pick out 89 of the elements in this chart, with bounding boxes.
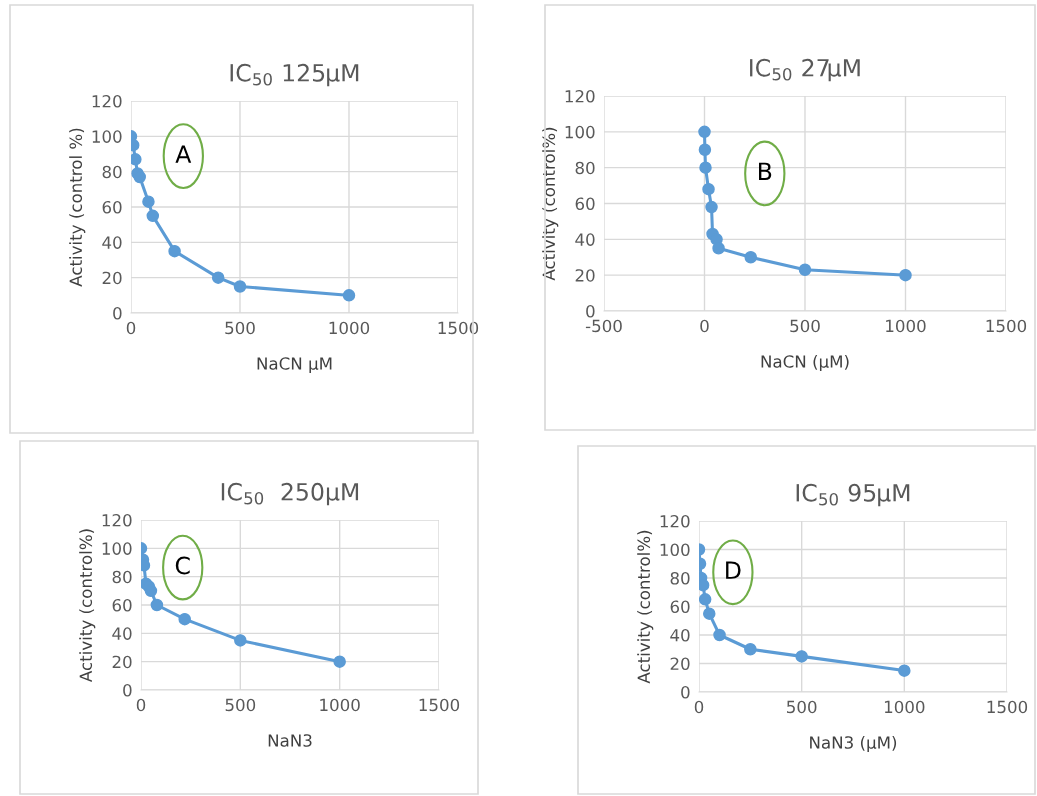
point	[233, 280, 247, 293]
y-tick-label: 0	[681, 685, 690, 699]
x-tick-label: 1000	[320, 698, 360, 712]
annotation: A	[175, 145, 192, 163]
y-tick-label: 20	[102, 271, 122, 285]
x-tick-label: 1000	[329, 321, 370, 335]
y-tick-label: 60	[102, 200, 122, 214]
y-tick-label: 40	[102, 236, 122, 249]
x-tick-label: 0	[694, 700, 704, 714]
x-tick-label: 1000	[886, 319, 926, 333]
point	[702, 182, 715, 196]
annotation: C	[175, 556, 190, 575]
y-tick-label: 80	[575, 161, 595, 175]
x-axis-title: NaN3 (µM)	[810, 735, 897, 753]
point	[146, 209, 160, 223]
point	[142, 195, 155, 208]
point	[744, 642, 757, 656]
point	[699, 593, 712, 606]
x-axis-title: NaCN µM	[257, 357, 332, 374]
x-tick-label: 500	[225, 698, 256, 712]
point	[211, 271, 225, 284]
y-tick-label: 120	[660, 514, 690, 528]
point	[705, 200, 718, 214]
x-tick-label: 1000	[884, 700, 925, 714]
x-tick-label: 500	[225, 321, 255, 335]
y-axis-title: Activity (control %)	[69, 128, 86, 287]
point	[342, 289, 356, 302]
x-tick-label: 500	[787, 700, 817, 714]
x-tick-label: 1500	[986, 319, 1027, 333]
y-tick-label: 40	[112, 627, 132, 640]
point	[798, 263, 812, 277]
y-tick-label: 80	[112, 570, 132, 584]
y-tick-label: 0	[123, 683, 132, 697]
chart-title: IC$_{50}$ 250µM	[221, 482, 359, 506]
y-tick-label: 100	[660, 543, 690, 557]
x-tick-label: 1500	[987, 700, 1028, 714]
y-axis-title: Activity (control%)	[637, 530, 654, 684]
point	[712, 242, 725, 255]
point	[898, 664, 911, 677]
y-tick-label: 20	[670, 657, 690, 671]
chart-title: IC$_{50}$ 125µM	[230, 63, 359, 87]
point	[713, 628, 726, 642]
annotation: B	[759, 162, 772, 180]
point	[698, 143, 712, 157]
y-tick-label: 120	[102, 513, 132, 527]
y-tick-label: 120	[92, 94, 122, 108]
y-tick-label: 0	[586, 304, 595, 318]
point	[178, 612, 191, 626]
x-tick-label: 1500	[419, 698, 460, 712]
y-tick-label: 100	[565, 125, 595, 139]
point	[131, 153, 142, 166]
y-axis-title: Activity (control%)	[542, 127, 559, 281]
y-tick-label: 60	[575, 197, 595, 211]
x-tick-label: 0	[136, 698, 146, 712]
y-tick-label: 120	[565, 89, 595, 103]
point	[168, 244, 181, 258]
chart-title: IC$_{50}$ 95µM	[796, 483, 910, 507]
point	[234, 634, 247, 647]
point	[699, 578, 710, 592]
y-tick-label: 20	[575, 269, 595, 282]
y-tick-label: 60	[112, 598, 132, 612]
y-tick-label: 40	[670, 628, 690, 642]
y-tick-label: 80	[670, 571, 690, 585]
y-tick-label: 40	[575, 233, 595, 246]
point	[698, 125, 711, 139]
x-tick-label: -500	[585, 319, 622, 333]
y-tick-label: 100	[92, 130, 122, 143]
point	[744, 250, 757, 264]
x-tick-label: 1500	[438, 321, 479, 335]
point	[144, 584, 158, 598]
x-tick-label: 500	[790, 319, 820, 333]
y-tick-label: 80	[102, 165, 122, 179]
point	[795, 650, 808, 663]
y-tick-label: 0	[113, 306, 122, 320]
point	[133, 170, 146, 184]
y-tick-label: 100	[102, 542, 132, 555]
chart-title: IC$_{50}$ 27µM	[750, 58, 860, 82]
point	[699, 161, 712, 174]
point	[333, 655, 346, 668]
y-axis-title: Activity (control%)	[79, 529, 96, 682]
point	[703, 607, 716, 620]
point	[150, 598, 164, 612]
x-axis-title: NaN3	[268, 734, 312, 747]
x-tick-label: 0	[700, 319, 709, 333]
y-tick-label: 20	[112, 655, 132, 669]
x-axis-title: NaCN (µM)	[761, 354, 849, 372]
annotation: D	[726, 561, 741, 579]
y-tick-label: 60	[670, 600, 690, 614]
point	[899, 268, 912, 282]
